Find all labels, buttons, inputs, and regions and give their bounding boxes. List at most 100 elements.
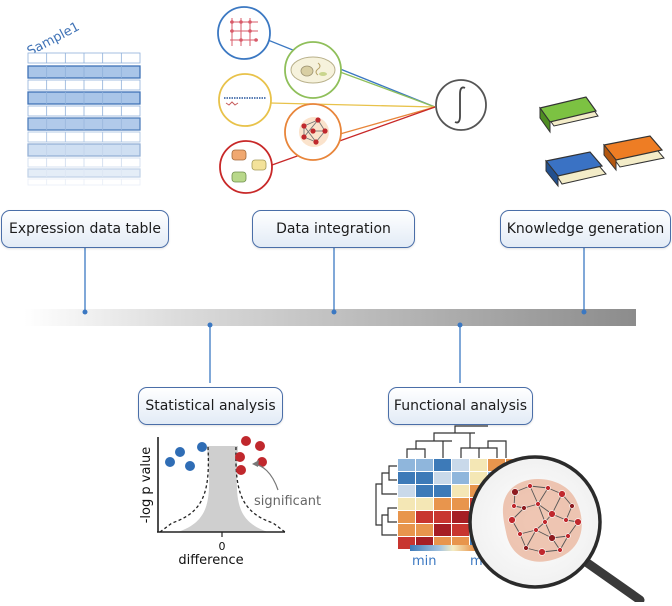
network-edge: [537, 503, 546, 523]
table-row: [27, 65, 141, 79]
heatmap-cell: [398, 459, 415, 471]
heatmap-cell: [398, 511, 415, 523]
heatmap-legend-bar: [410, 545, 496, 551]
heatmap-cell: [452, 485, 469, 497]
heatmap-row-dendrogram: [375, 465, 397, 536]
timeline-bar: [24, 309, 636, 326]
data-integration-box[interactable]: Data integration: [252, 210, 415, 248]
table-row: [27, 168, 141, 178]
network-node: [538, 548, 546, 556]
annotation-arrowhead: [252, 460, 259, 467]
sequence-icon: [218, 73, 272, 127]
volcano-annotation: significant: [254, 494, 321, 509]
heatmap-cell: [398, 472, 415, 484]
network-node: [511, 503, 517, 509]
book-orange: [602, 135, 665, 172]
table-row: [27, 178, 141, 186]
timeline: [24, 248, 636, 383]
volcano-plot: significant -log p value difference 0: [139, 436, 321, 568]
network-node: [558, 490, 566, 498]
heatmap-cell: [452, 459, 469, 471]
table-row: [27, 79, 141, 91]
volcano-xlabel: difference: [178, 553, 243, 568]
heatmap-cell: [470, 459, 487, 471]
network-node: [542, 519, 548, 525]
table-row: [27, 143, 141, 157]
network-node: [563, 517, 569, 523]
network-edge: [529, 485, 549, 489]
threshold-curve-right: [235, 446, 286, 533]
table-row: [27, 52, 141, 64]
heatmap-cell: [434, 485, 451, 497]
network-node: [521, 505, 527, 511]
knowledge-generation-box[interactable]: Knowledge generation: [500, 210, 671, 248]
network-node: [527, 483, 533, 489]
network-edge: [529, 485, 539, 505]
network-node: [548, 510, 556, 518]
network-node: [548, 534, 556, 542]
heatmap-cell: [416, 524, 433, 536]
volcano-points-red: [235, 436, 267, 475]
heatmap-cell: [452, 472, 469, 484]
integration-line-cell: [339, 71, 436, 108]
table-row-band: [27, 168, 141, 178]
heatmap-cell: [398, 485, 415, 497]
network-icon: [217, 6, 271, 60]
network-edge: [519, 529, 537, 535]
magnifier-handle: [581, 557, 645, 605]
book-blue: [544, 151, 607, 188]
heatmap-cell: [416, 498, 433, 510]
network-edge: [525, 529, 537, 549]
heatmap-column-dendrogram: [406, 425, 507, 458]
network-node: [517, 531, 523, 537]
network-node: [569, 503, 575, 509]
network-node: [511, 488, 519, 496]
heatmap-cell: [416, 472, 433, 484]
table-row: [27, 105, 141, 117]
statistical-analysis-box[interactable]: Statistical analysis: [138, 387, 283, 425]
heatmap-cell: [452, 524, 469, 536]
network-node: [545, 485, 551, 491]
heatmap-cell: [416, 511, 433, 523]
interactome-icon: [284, 103, 342, 161]
network-node: [533, 527, 539, 533]
heatmap-cell: [398, 524, 415, 536]
books-icon: [538, 96, 665, 188]
book-green: [538, 96, 599, 134]
network-node: [574, 518, 582, 526]
heatmap-cell: [434, 524, 451, 536]
table-row: [27, 91, 141, 105]
heatmap-cell: [434, 459, 451, 471]
cell-icon: [284, 41, 342, 99]
network-node: [557, 547, 563, 553]
network-node: [535, 501, 541, 507]
annotation-arrow: [253, 463, 279, 491]
heatmap-cell: [434, 511, 451, 523]
heatmap-cell: [452, 498, 469, 510]
heatmap-cell: [416, 485, 433, 497]
heatmap-cell: [434, 472, 451, 484]
table-grid: [27, 52, 141, 186]
heatmap-cell: [452, 511, 469, 523]
magnifier-icon: [468, 455, 645, 605]
data-integration-graphic: [217, 6, 487, 194]
volcano-nonsignificant-area: [178, 446, 268, 532]
network-node: [523, 545, 529, 551]
heatmap-cell: [434, 498, 451, 510]
volcano-ylabel: -log p value: [139, 447, 154, 524]
heatmap-cell: [398, 498, 415, 510]
volcano-zero-label: 0: [219, 540, 226, 553]
network-node: [565, 533, 571, 539]
integration-line-sequence: [269, 102, 436, 108]
compounds-icon: [219, 140, 273, 194]
table-row-band: [27, 157, 141, 168]
expression-table-graphic: Sample1: [25, 20, 141, 186]
magnified-network: [508, 483, 582, 556]
network-edge: [551, 493, 563, 515]
integral-icon: [435, 79, 487, 131]
threshold-curve-left: [159, 446, 210, 533]
functional-analysis-box[interactable]: Functional analysis: [388, 387, 533, 425]
expression-data-table-box[interactable]: Expression data table: [1, 210, 169, 248]
table-row-band: [27, 178, 141, 186]
